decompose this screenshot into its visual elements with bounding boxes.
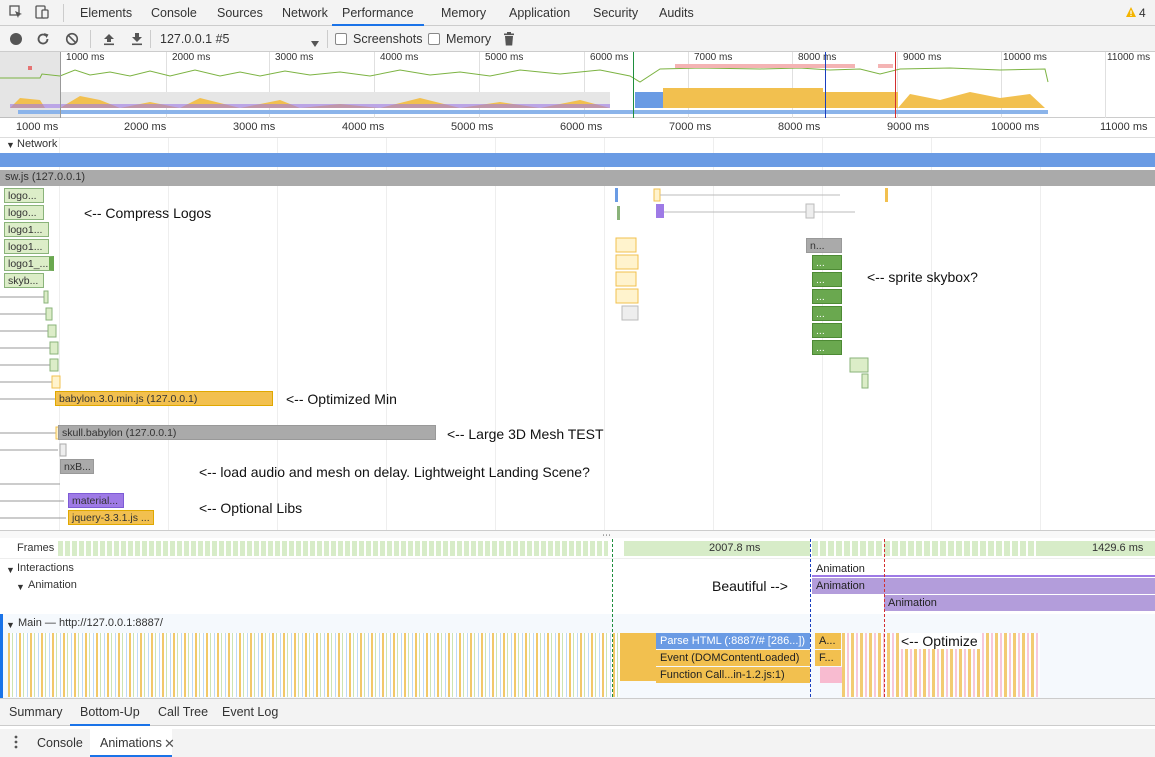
- network-header-bar: [0, 153, 1155, 167]
- request-n[interactable]: n...: [806, 238, 842, 253]
- tab-audits[interactable]: Audits: [659, 6, 694, 20]
- screenshots-label: Screenshots: [353, 32, 423, 46]
- animation-expand-icon[interactable]: ▼: [16, 582, 25, 592]
- interaction-animation-3[interactable]: Animation: [884, 595, 1155, 611]
- splitter-grip-icon[interactable]: ⋯: [602, 530, 611, 540]
- network-expand-icon[interactable]: ▼: [6, 140, 15, 150]
- note-compress-logos: <-- Compress Logos: [84, 205, 212, 221]
- note-large-mesh: <-- Large 3D Mesh TEST: [447, 426, 604, 442]
- upload-icon[interactable]: [102, 32, 116, 49]
- drawer-tab-bar: [0, 729, 1155, 757]
- main-expand-icon[interactable]: ▼: [6, 620, 15, 630]
- request-logo-4[interactable]: logo1...: [4, 239, 49, 254]
- devtools-tab-bar: Elements Console Sources Network Perform…: [0, 0, 1155, 26]
- function-call-event[interactable]: Function Call...in-1.2.js:1): [656, 667, 810, 683]
- chevron-down-icon[interactable]: [311, 36, 319, 50]
- request-skull[interactable]: skull.babylon (127.0.0.1): [58, 425, 436, 440]
- main-activity-dense: [8, 633, 620, 697]
- request-jquery[interactable]: jquery-3.3.1.js ...: [68, 510, 154, 525]
- time-ruler: 1000 ms 2000 ms 3000 ms 4000 ms 5000 ms …: [0, 118, 1155, 138]
- tab-sources[interactable]: Sources: [217, 6, 263, 20]
- animation-label[interactable]: Animation: [28, 579, 77, 591]
- request-sprite-3[interactable]: ...: [812, 289, 842, 304]
- request-sprite-4[interactable]: ...: [812, 306, 842, 321]
- frame-2007[interactable]: [624, 541, 810, 556]
- parse-html-event[interactable]: Parse HTML (:8887/# [286...]): [656, 633, 810, 649]
- drawer-tab-animations[interactable]: Animations: [90, 729, 172, 757]
- note-optimized-min: <-- Optimized Min: [286, 391, 397, 407]
- sw-request-label: sw.js (127.0.0.1): [5, 171, 86, 183]
- fmp-marker: [884, 539, 885, 697]
- tab-application[interactable]: Application: [509, 6, 571, 20]
- tab-summary[interactable]: Summary: [9, 705, 63, 719]
- request-babylon[interactable]: babylon.3.0.min.js (127.0.0.1): [55, 391, 273, 406]
- memory-checkbox[interactable]: [428, 33, 440, 45]
- interaction-animation-2[interactable]: Animation: [812, 578, 1155, 594]
- request-sprite-5[interactable]: ...: [812, 323, 842, 338]
- note-sprite-skybox: <-- sprite skybox?: [867, 269, 978, 285]
- clear-icon[interactable]: [65, 32, 79, 49]
- drawer-tab-console[interactable]: Console: [37, 736, 83, 750]
- warning-count[interactable]: 4: [1139, 6, 1146, 20]
- tab-console[interactable]: Console: [151, 6, 197, 20]
- tab-elements[interactable]: Elements: [80, 6, 133, 20]
- interactions-expand-icon[interactable]: ▼: [6, 565, 15, 575]
- drawer-menu-icon[interactable]: [14, 735, 18, 752]
- request-sprite-1[interactable]: ...: [812, 255, 842, 270]
- performance-toolbar: 127.0.0.1 #5 Screenshots Memory: [0, 26, 1155, 52]
- tab-bottom-up[interactable]: Bottom-Up: [70, 698, 150, 726]
- frame-1429[interactable]: [1040, 541, 1155, 556]
- request-sprite-6[interactable]: ...: [812, 340, 842, 355]
- request-logo-5[interactable]: logo1_...: [4, 256, 54, 271]
- note-load-delay: <-- load audio and mesh on delay. Lightw…: [199, 464, 590, 480]
- domcontentloaded-event[interactable]: Event (DOMContentLoaded): [656, 650, 810, 666]
- interaction-animation-1[interactable]: Animation: [812, 561, 1155, 577]
- profile-select[interactable]: 127.0.0.1 #5: [160, 32, 230, 46]
- cpu-chart: [10, 88, 1045, 108]
- overview-selection[interactable]: [60, 52, 1155, 118]
- note-optimize: <-- Optimize: [899, 633, 980, 649]
- tab-performance[interactable]: Performance: [332, 0, 424, 26]
- request-logo-1[interactable]: logo...: [4, 188, 44, 203]
- tab-security[interactable]: Security: [593, 6, 639, 20]
- details-tab-bar: [0, 698, 1155, 726]
- note-beautiful: Beautiful -->: [712, 578, 788, 594]
- timeline-overview[interactable]: 1000 ms 2000 ms 3000 ms 4000 ms 5000 ms …: [0, 52, 1155, 118]
- warning-icon[interactable]: [1125, 6, 1137, 21]
- network-track-label[interactable]: Network: [17, 138, 58, 150]
- load-marker: [810, 539, 811, 697]
- screenshots-checkbox[interactable]: [335, 33, 347, 45]
- download-icon[interactable]: [130, 32, 144, 49]
- request-logo-3[interactable]: logo1...: [4, 222, 49, 237]
- request-sprite-2[interactable]: ...: [812, 272, 842, 287]
- sw-request[interactable]: [0, 170, 1155, 186]
- request-nxb[interactable]: nxB...: [60, 459, 94, 474]
- late-requests: [615, 188, 888, 389]
- device-toolbar-icon[interactable]: [34, 4, 50, 20]
- reload-record-icon[interactable]: [36, 32, 50, 49]
- main-event-a[interactable]: A...: [815, 633, 841, 649]
- request-material[interactable]: material...: [68, 493, 124, 508]
- request-logo-2[interactable]: logo...: [4, 205, 44, 220]
- trash-icon[interactable]: [503, 32, 515, 49]
- main-event-f[interactable]: F...: [815, 650, 841, 666]
- tab-call-tree[interactable]: Call Tree: [158, 705, 209, 719]
- fps-chart: [0, 64, 1049, 83]
- dcl-marker: [612, 539, 613, 697]
- network-overview-bar: [18, 110, 1048, 114]
- interactions-label[interactable]: Interactions: [17, 562, 74, 574]
- close-icon[interactable]: ✕: [164, 736, 175, 751]
- main-track-label[interactable]: Main — http://127.0.0.1:8887/: [18, 617, 163, 629]
- frames-track: [0, 539, 1155, 559]
- inspect-icon[interactable]: [9, 5, 23, 19]
- frames-label[interactable]: Frames: [17, 542, 55, 554]
- memory-label: Memory: [446, 32, 492, 46]
- tab-event-log[interactable]: Event Log: [222, 705, 279, 719]
- note-optional-libs: <-- Optional Libs: [199, 500, 303, 516]
- tab-memory[interactable]: Memory: [441, 6, 487, 20]
- tab-network[interactable]: Network: [282, 6, 328, 20]
- pane-splitter[interactable]: [0, 530, 1155, 538]
- request-skybox[interactable]: skyb...: [4, 273, 44, 288]
- record-icon[interactable]: [10, 33, 22, 45]
